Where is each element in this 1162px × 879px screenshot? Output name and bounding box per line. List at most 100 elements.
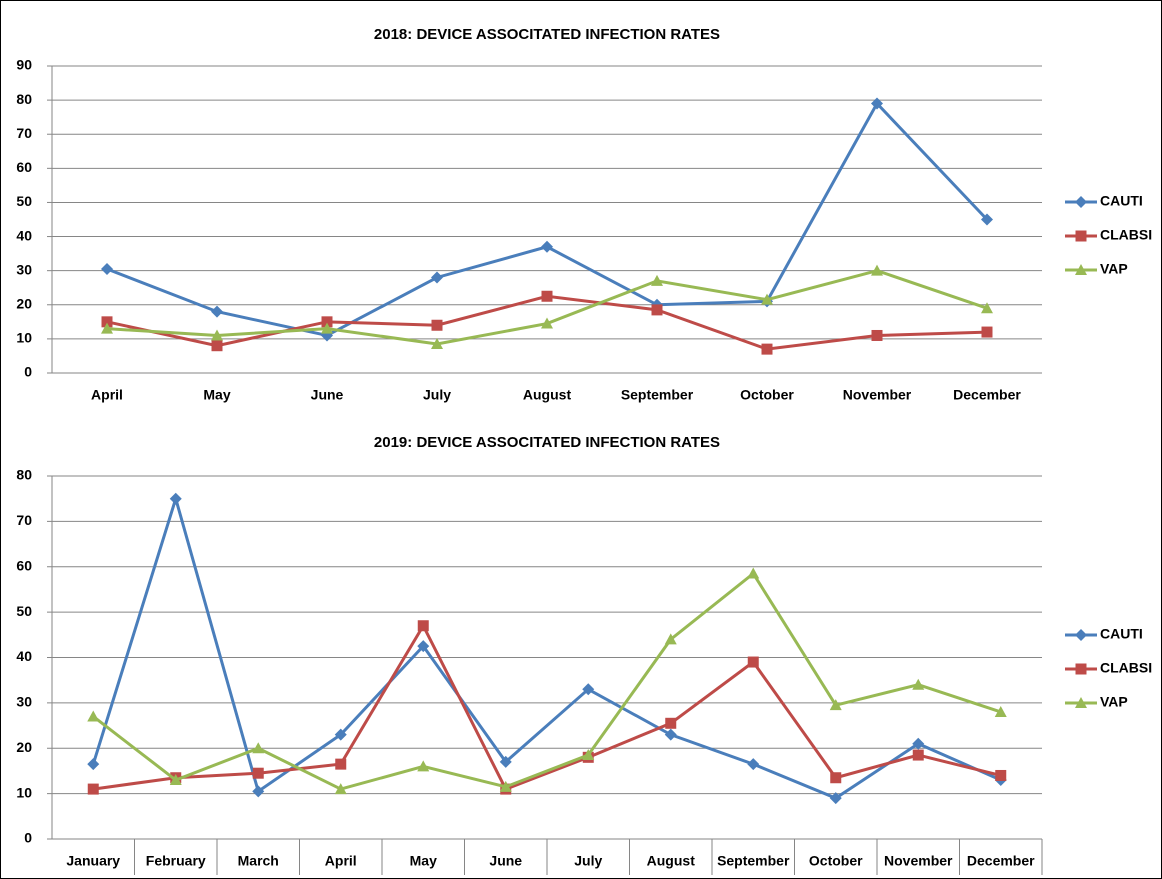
legend-label: CLABSI bbox=[1100, 660, 1152, 676]
x-tick-label: July bbox=[423, 387, 451, 403]
y-tick-label: 10 bbox=[16, 784, 32, 800]
marker bbox=[169, 492, 182, 505]
marker bbox=[541, 290, 553, 302]
x-tick-label: October bbox=[809, 853, 863, 869]
marker bbox=[499, 755, 512, 768]
marker bbox=[431, 319, 443, 331]
marker bbox=[87, 783, 99, 795]
legend-label: VAP bbox=[1100, 261, 1128, 277]
marker bbox=[1075, 629, 1087, 641]
marker bbox=[252, 767, 264, 779]
y-tick-label: 70 bbox=[16, 125, 32, 141]
marker bbox=[431, 271, 443, 284]
x-tick-label: April bbox=[91, 387, 123, 403]
marker bbox=[981, 213, 993, 226]
marker bbox=[829, 699, 842, 711]
x-tick-label: December bbox=[953, 387, 1021, 403]
marker bbox=[665, 717, 677, 729]
marker bbox=[1075, 663, 1087, 675]
x-tick-label: June bbox=[311, 387, 344, 403]
marker bbox=[321, 316, 333, 328]
marker bbox=[1075, 264, 1087, 275]
marker bbox=[1075, 697, 1087, 708]
marker bbox=[994, 705, 1007, 717]
legend-label: CAUTI bbox=[1100, 193, 1143, 209]
y-tick-label: 60 bbox=[16, 159, 32, 175]
marker bbox=[664, 728, 677, 741]
marker bbox=[417, 640, 430, 653]
marker bbox=[87, 758, 100, 771]
marker bbox=[747, 567, 760, 579]
legend-label: CLABSI bbox=[1100, 227, 1152, 243]
marker bbox=[830, 772, 842, 784]
x-tick-label: January bbox=[66, 853, 120, 869]
marker bbox=[211, 340, 223, 352]
marker bbox=[761, 293, 773, 305]
x-tick-label: August bbox=[523, 387, 572, 403]
x-tick-label: February bbox=[146, 853, 206, 869]
marker bbox=[431, 338, 443, 350]
y-tick-label: 40 bbox=[16, 648, 32, 664]
series-line bbox=[93, 622, 1002, 791]
x-tick-label: October bbox=[740, 387, 794, 403]
x-tick-label: September bbox=[621, 387, 694, 403]
y-tick-label: 30 bbox=[16, 261, 32, 277]
x-tick-label: November bbox=[884, 853, 953, 869]
marker bbox=[981, 326, 993, 338]
marker bbox=[582, 683, 595, 696]
marker bbox=[981, 302, 993, 314]
y-tick-label: 20 bbox=[16, 295, 32, 311]
marker bbox=[871, 264, 883, 276]
marker bbox=[417, 760, 430, 772]
x-tick-label: April bbox=[325, 853, 357, 869]
marker bbox=[912, 737, 925, 750]
marker bbox=[1075, 230, 1087, 242]
marker bbox=[995, 769, 1007, 781]
series-line bbox=[91, 493, 1002, 800]
marker bbox=[747, 656, 759, 668]
x-tick-label: December bbox=[967, 853, 1035, 869]
marker bbox=[747, 758, 760, 771]
marker bbox=[211, 329, 223, 341]
marker bbox=[252, 742, 265, 754]
legend-label: CAUTI bbox=[1100, 626, 1143, 642]
y-tick-label: 90 bbox=[16, 57, 32, 73]
marker bbox=[211, 305, 223, 318]
marker bbox=[101, 316, 113, 328]
marker bbox=[541, 240, 553, 253]
x-tick-label: July bbox=[574, 853, 602, 869]
y-tick-label: 80 bbox=[16, 467, 32, 483]
marker bbox=[761, 343, 773, 355]
marker bbox=[582, 749, 595, 761]
marker bbox=[252, 785, 265, 798]
marker bbox=[334, 728, 347, 741]
y-tick-label: 60 bbox=[16, 557, 32, 573]
y-tick-label: 0 bbox=[24, 830, 32, 846]
x-tick-label: May bbox=[203, 387, 230, 403]
marker bbox=[871, 329, 883, 341]
chart-title: 2019: DEVICE ASSOCITATED INFECTION RATES bbox=[374, 434, 720, 451]
marker bbox=[541, 317, 553, 329]
y-tick-label: 50 bbox=[16, 193, 32, 209]
x-tick-label: November bbox=[843, 387, 912, 403]
marker bbox=[335, 758, 347, 770]
marker bbox=[101, 262, 113, 275]
y-tick-label: 30 bbox=[16, 694, 32, 710]
marker bbox=[169, 774, 182, 786]
x-tick-label: March bbox=[238, 853, 279, 869]
x-tick-label: September bbox=[717, 853, 790, 869]
marker bbox=[664, 633, 677, 645]
x-tick-label: June bbox=[489, 853, 522, 869]
marker bbox=[321, 322, 333, 334]
y-tick-label: 50 bbox=[16, 603, 32, 619]
marker bbox=[87, 710, 100, 722]
marker bbox=[912, 678, 925, 690]
legend-label: VAP bbox=[1100, 694, 1128, 710]
marker bbox=[334, 783, 347, 795]
marker bbox=[101, 322, 113, 334]
marker bbox=[912, 749, 924, 761]
marker bbox=[499, 780, 512, 792]
